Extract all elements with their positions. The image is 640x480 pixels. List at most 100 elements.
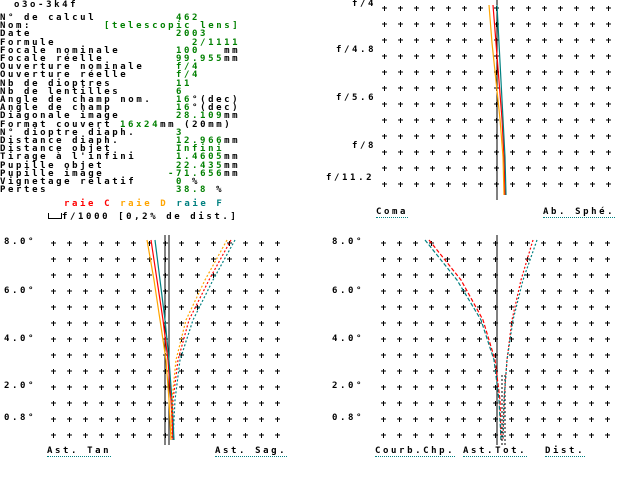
grid-mark — [509, 417, 514, 422]
grid-mark — [414, 22, 419, 27]
grid-mark — [509, 385, 514, 390]
grid-mark — [131, 385, 136, 390]
grid-mark — [557, 385, 562, 390]
grid-mark — [605, 257, 610, 262]
grid-mark — [477, 337, 482, 342]
grid-mark — [195, 321, 200, 326]
grid-mark — [381, 321, 386, 326]
unit: mm — [200, 45, 241, 56]
grid-mark — [526, 182, 531, 187]
grid-mark — [243, 273, 248, 278]
grid-mark — [558, 150, 563, 155]
grid-mark — [211, 241, 216, 246]
grid-mark — [430, 86, 435, 91]
ylabel: 6.0° — [4, 286, 37, 296]
info-value: 99.955mm — [176, 55, 240, 64]
grid-mark — [382, 150, 387, 155]
grid-mark — [510, 150, 515, 155]
info-label: Nb de lentilles — [0, 86, 121, 97]
value: 6 — [176, 86, 185, 97]
grid-mark — [382, 70, 387, 75]
grid-mark — [414, 150, 419, 155]
grid-mark — [381, 353, 386, 358]
grid-mark — [397, 289, 402, 294]
grid-mark — [606, 150, 611, 155]
ylabel: f/11.2 — [326, 173, 375, 183]
grid-mark — [558, 102, 563, 107]
ylabel: 2.0° — [332, 381, 365, 391]
grid-mark — [83, 257, 88, 262]
grid-mark — [382, 182, 387, 187]
grid-mark — [606, 54, 611, 59]
grid-mark — [382, 38, 387, 43]
grid-mark — [147, 417, 152, 422]
grid-mark — [445, 385, 450, 390]
grid-mark — [510, 182, 515, 187]
grid-mark — [211, 353, 216, 358]
series-raie-c-sag — [171, 239, 232, 441]
grid-mark — [557, 305, 562, 310]
grid-mark — [413, 417, 418, 422]
grid-mark — [574, 54, 579, 59]
value: 1.4605 — [176, 152, 225, 163]
grid-mark — [397, 369, 402, 374]
grid-mark — [478, 70, 483, 75]
grid-mark — [179, 385, 184, 390]
grid-mark — [558, 22, 563, 27]
grid-mark — [147, 289, 152, 294]
grid-mark — [429, 401, 434, 406]
grid-mark — [557, 353, 562, 358]
grid-mark — [115, 273, 120, 278]
grid-mark — [429, 433, 434, 438]
grid-mark — [478, 22, 483, 27]
info-value: 6 — [176, 86, 185, 97]
grid-mark — [573, 369, 578, 374]
grid-mark — [99, 273, 104, 278]
grid-mark — [589, 289, 594, 294]
info-value: 11 — [176, 79, 192, 88]
grid-mark — [445, 337, 450, 342]
xlabel-courb-chp: Courb.Chp. — [375, 446, 456, 457]
grid-mark — [51, 353, 56, 358]
grid-mark — [227, 289, 232, 294]
grid-mark — [179, 433, 184, 438]
grid-mark — [259, 241, 264, 246]
grid-mark — [398, 38, 403, 43]
grid-mark — [542, 6, 547, 11]
grid-mark — [478, 118, 483, 123]
grid-mark — [605, 289, 610, 294]
grid-mark — [99, 433, 104, 438]
grid-mark — [446, 166, 451, 171]
grid-mark — [243, 369, 248, 374]
grid-mark — [446, 6, 451, 11]
grid-mark — [462, 166, 467, 171]
grid-mark — [99, 257, 104, 262]
grid-mark — [606, 6, 611, 11]
grid-mark — [606, 166, 611, 171]
grid-mark — [51, 401, 56, 406]
grid-mark — [398, 54, 403, 59]
grid-mark — [179, 369, 184, 374]
grid-mark — [430, 134, 435, 139]
grid-mark — [227, 433, 232, 438]
grid-mark — [446, 118, 451, 123]
grid-mark — [574, 134, 579, 139]
grid-mark — [510, 134, 515, 139]
grid-mark — [99, 337, 104, 342]
grid-mark — [211, 257, 216, 262]
grid-mark — [605, 321, 610, 326]
ylabel: 8.0° — [332, 237, 365, 247]
grid-mark — [275, 305, 280, 310]
grid-mark — [446, 22, 451, 27]
grid-mark — [478, 54, 483, 59]
grid-mark — [557, 433, 562, 438]
grid-mark — [509, 289, 514, 294]
grid-mark — [542, 102, 547, 107]
grid-mark — [195, 337, 200, 342]
info-label: Tirage à l'infini — [0, 152, 137, 163]
grid-mark — [51, 433, 56, 438]
grid-mark — [195, 257, 200, 262]
grid-mark — [131, 417, 136, 422]
grid-mark — [398, 182, 403, 187]
grid-mark — [413, 289, 418, 294]
